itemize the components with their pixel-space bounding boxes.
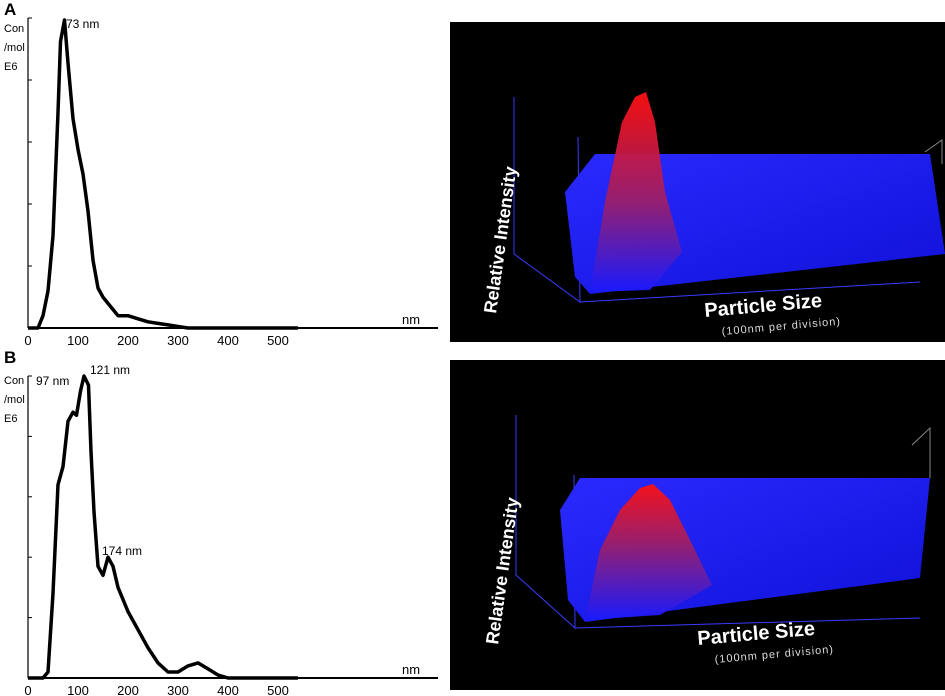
peak-label: 73 nm [66, 17, 99, 31]
x-axis-unit: nm [402, 662, 420, 677]
y-axis-label: /mol [4, 42, 25, 54]
x-tick-label: 200 [117, 683, 139, 696]
x-tick-label: 500 [267, 333, 289, 348]
y-axis-label: /mol [4, 394, 25, 406]
x-tick-label: 300 [167, 683, 189, 696]
z-axis-label: Relative Intensity [480, 165, 520, 314]
series-line [28, 18, 298, 330]
x-axis-label: Particle Size [704, 290, 823, 322]
y-axis-label: E6 [4, 61, 17, 73]
z-axis-label: Relative Intensity [482, 496, 522, 645]
x-tick-label: 0 [24, 333, 31, 348]
y-axis-label: E6 [4, 413, 17, 425]
x-tick-label: 100 [67, 683, 89, 696]
surface-peak [585, 484, 712, 620]
x-axis-label: Particle Size [697, 618, 816, 650]
x-tick-label: 100 [67, 333, 89, 348]
panel-letter-b: B [4, 348, 17, 367]
x-tick-label: 400 [217, 683, 239, 696]
x-tick-label: 300 [167, 333, 189, 348]
peak-label: 174 nm [102, 544, 142, 558]
series-line [28, 374, 298, 680]
surface-plot-b: Relative Intensity Particle Size (100nm … [450, 360, 945, 690]
peak-label: 121 nm [90, 363, 130, 377]
surface-plot-a: Relative Intensity Particle Size (100nm … [450, 22, 945, 342]
x-tick-label: 0 [24, 683, 31, 696]
y-axis-label: Con [4, 375, 24, 387]
line-chart-b: Con/mol E6 0 100 200 300 400 500 nm 97 nm 121 nm 17… [4, 363, 438, 696]
surface-peak [590, 92, 682, 292]
line-chart-a: Con/mol E6 0 100 200 300 400 500 nm 73 nm [4, 17, 438, 348]
x-axis-unit: nm [402, 312, 420, 327]
x-tick-label: 500 [267, 683, 289, 696]
x-tick-label: 400 [217, 333, 239, 348]
y-axis-label: Con [4, 23, 24, 35]
panel-letter-a: A [4, 0, 17, 19]
x-tick-label: 200 [117, 333, 139, 348]
peak-label: 97 nm [36, 374, 69, 388]
